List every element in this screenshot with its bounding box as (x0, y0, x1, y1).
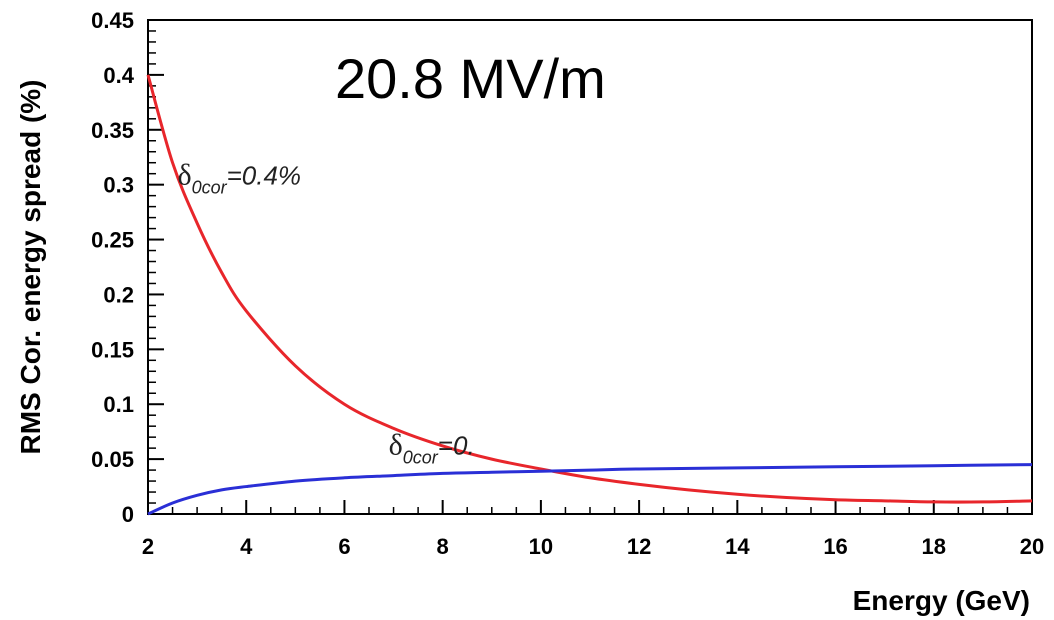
annotation-subscript: 0cor (192, 178, 228, 198)
ticks (147, 19, 1033, 515)
x-tick-label-12: 12 (627, 534, 651, 559)
y-tick-label-0.15: 0.15 (91, 337, 134, 362)
x-tick-label-20: 20 (1020, 534, 1044, 559)
x-tick-label-4: 4 (240, 534, 253, 559)
annotation-subscript: 0cor (403, 448, 439, 468)
y-tick-label-0.05: 0.05 (91, 447, 134, 472)
series-group (146, 74, 1033, 516)
x-tick-label-8: 8 (437, 534, 449, 559)
x-tick-label-16: 16 (823, 534, 847, 559)
delta-symbol: δ (389, 429, 403, 462)
tick-labels: 2 4 6 8 10 12 14 16 18 20 0 0.05 0.1 0.15 0.2 0.25 0.3 0.… (91, 8, 1044, 559)
y-tick-label-0.1: 0.1 (103, 392, 134, 417)
y-tick-label-0.45: 0.45 (91, 8, 134, 33)
series-line-0 (146, 74, 1033, 504)
x-tick-label-18: 18 (922, 534, 946, 559)
annotation-text: =0. (438, 431, 475, 461)
chart-title: 20.8 MV/m (335, 47, 606, 110)
y-tick-label-0.2: 0.2 (103, 282, 134, 307)
x-tick-label-10: 10 (529, 534, 553, 559)
y-tick-label-0.25: 0.25 (91, 228, 134, 253)
y-axis-title: RMS Cor. energy spread (%) (15, 80, 46, 455)
delta-symbol: δ (177, 159, 191, 192)
series-line-1 (147, 463, 1033, 516)
annotations: δ0cor=0.4%δ0cor=0. (177, 159, 474, 468)
series-annotation-1: δ0cor=0. (389, 429, 475, 468)
x-tick-label-2: 2 (142, 534, 154, 559)
y-tick-label-0: 0 (122, 502, 134, 527)
x-axis-title: Energy (GeV) (853, 585, 1030, 616)
annotation-text: =0.4% (227, 161, 301, 191)
x-tick-label-14: 14 (725, 534, 750, 559)
y-tick-label-0.35: 0.35 (91, 118, 134, 143)
x-tick-label-6: 6 (338, 534, 350, 559)
series-annotation-0: δ0cor=0.4% (177, 159, 301, 198)
y-tick-label-0.4: 0.4 (103, 63, 134, 88)
y-tick-label-0.3: 0.3 (103, 173, 134, 198)
